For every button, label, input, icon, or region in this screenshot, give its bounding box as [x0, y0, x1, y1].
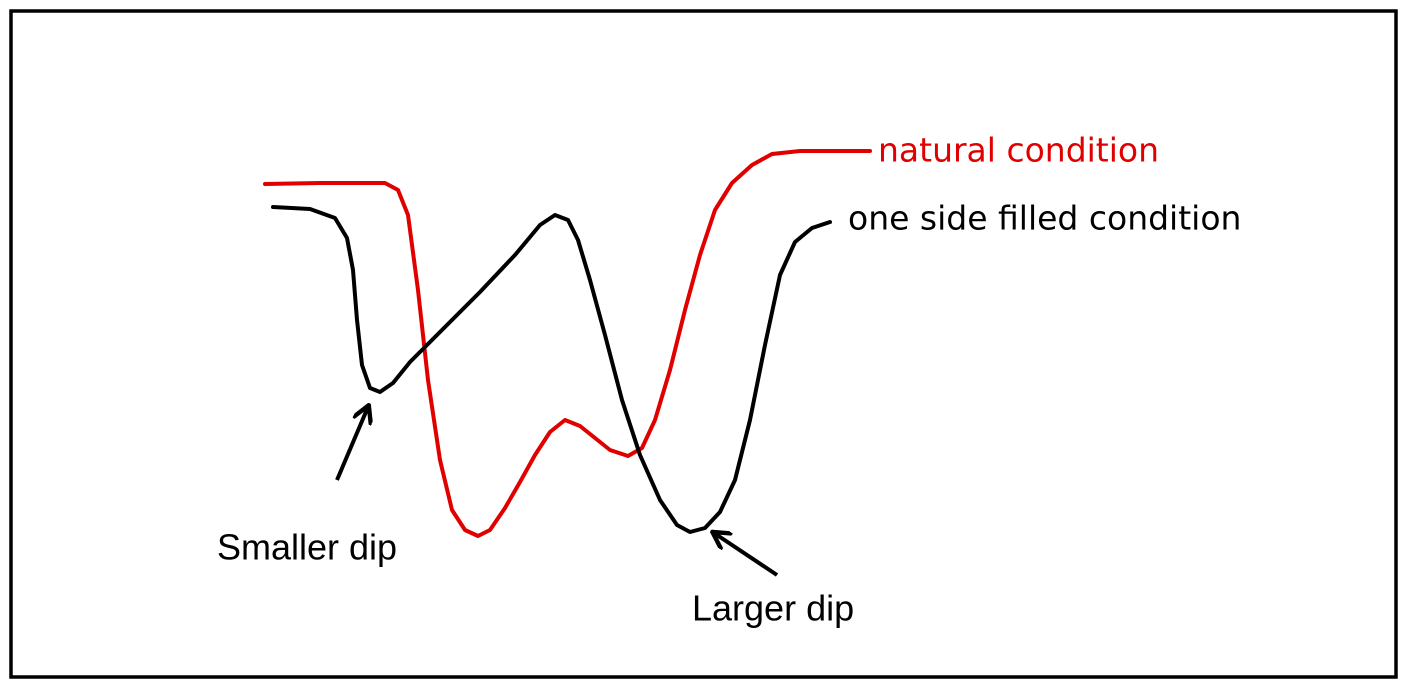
annotation: Larger dip [692, 588, 854, 629]
arrow [714, 533, 779, 577]
legend-label: one side filled condition [848, 199, 1241, 238]
legend-label: natural condition [878, 131, 1159, 170]
annotation: Smaller dip [217, 527, 397, 568]
arrow [335, 407, 368, 481]
frame [9, 9, 1398, 679]
filled-curve [271, 205, 832, 534]
natural-curve [263, 149, 872, 538]
